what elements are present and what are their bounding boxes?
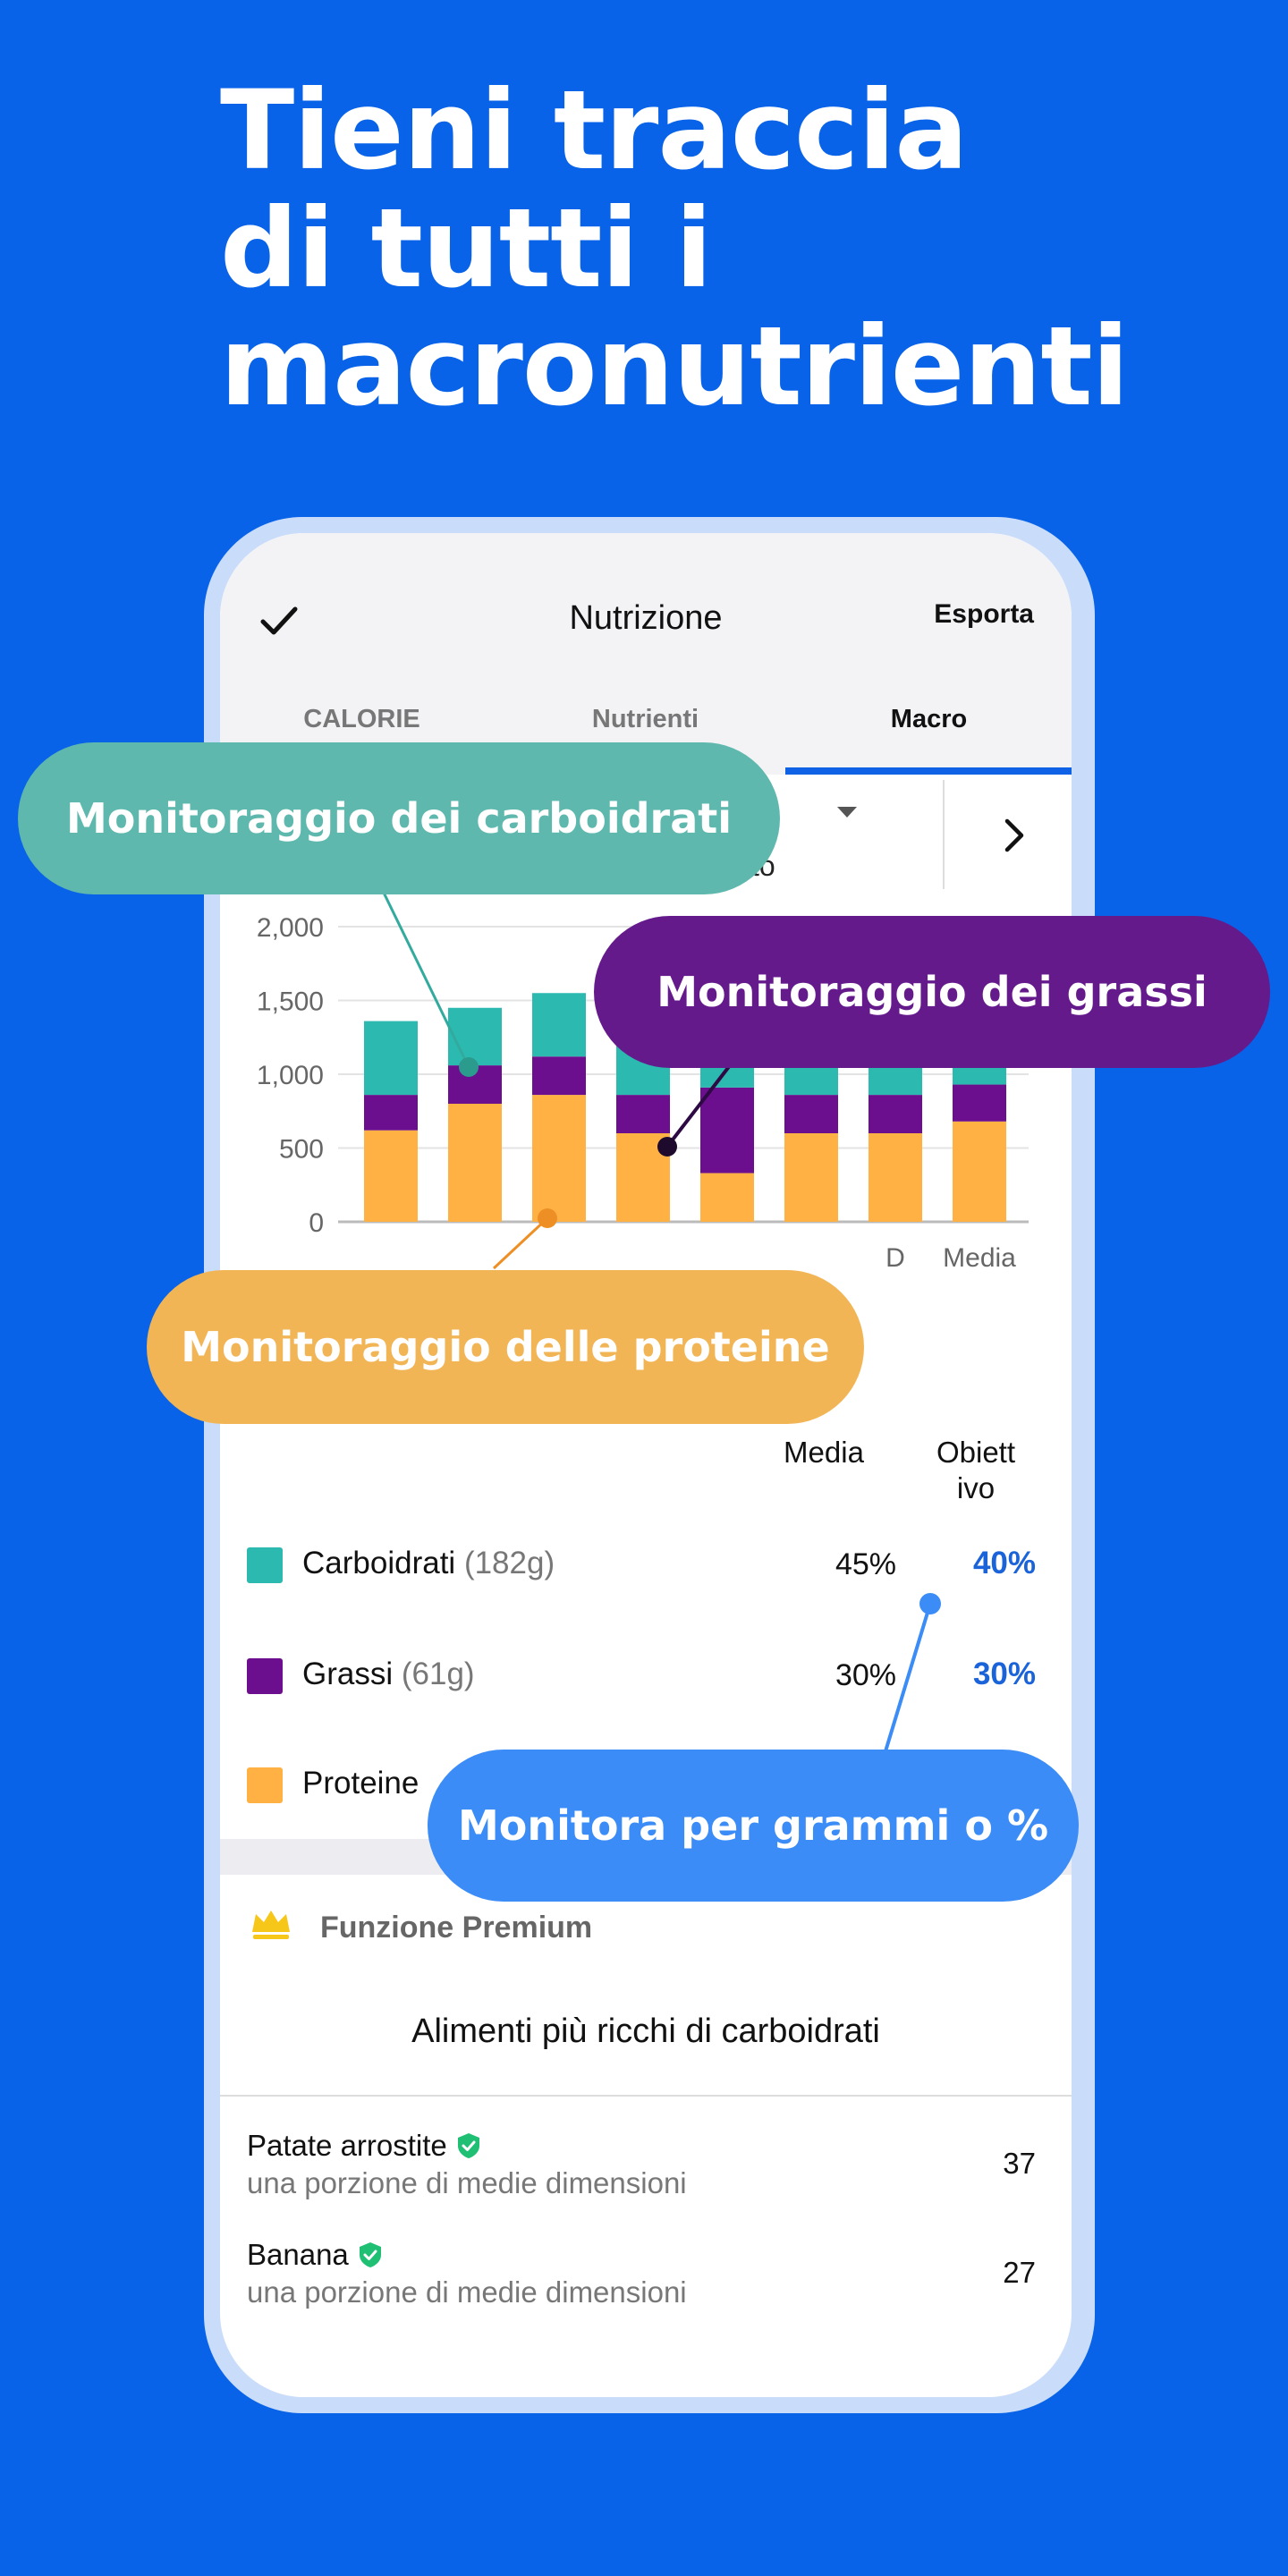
bar-segment-grassi	[448, 1065, 502, 1104]
bar-segment-grassi	[616, 1095, 670, 1133]
foods-section-title: Alimenti più ricchi di carboidrati	[411, 2012, 880, 2050]
premium-feature-label: Funzione Premium	[320, 1911, 593, 1945]
macro-name: Grassi	[302, 1657, 394, 1691]
macro-name: Carboidrati	[302, 1546, 456, 1580]
y-tick-label: 2,000	[257, 913, 324, 943]
callout-fats: Monitoraggio dei grassi	[594, 916, 1270, 1068]
carbs-average: 45%	[835, 1547, 896, 1581]
callout-carbs: Monitoraggio dei carboidrati	[18, 742, 780, 894]
tab-calorie[interactable]: CALORIE	[303, 705, 420, 733]
dropdown-caret-icon[interactable]	[837, 807, 857, 818]
y-tick-label: 0	[309, 1208, 324, 1238]
nav-divider	[943, 780, 945, 889]
macro-name: Proteine	[302, 1766, 419, 1801]
y-tick-label: 1,500	[257, 987, 324, 1017]
active-tab-indicator	[785, 767, 1072, 775]
bar-segment-proteine	[448, 1104, 502, 1222]
fats-swatch	[247, 1658, 283, 1694]
app-header: Nutrizione Esporta CALORIE Nutrienti Mac…	[220, 533, 1072, 775]
check-icon[interactable]	[256, 597, 302, 644]
export-button[interactable]: Esporta	[934, 599, 1034, 629]
food-item-name[interactable]: Banana	[247, 2238, 383, 2272]
fats-goal[interactable]: 30%	[972, 1657, 1036, 1691]
food-item-portion: una porzione di medie dimensioni	[247, 2275, 687, 2309]
crown-icon	[252, 1911, 290, 1939]
bar-segment-proteine	[532, 1095, 586, 1222]
callout-grams: Monitora per grammi o %	[428, 1750, 1079, 1902]
headline-line-1: Tieni traccia	[220, 67, 969, 194]
x-tick-label: D	[886, 1243, 905, 1273]
tab-nutrienti[interactable]: Nutrienti	[591, 705, 699, 733]
column-header-goal-line-2: ivo	[956, 1471, 996, 1504]
bar-segment-proteine	[869, 1133, 922, 1222]
macro-grams: (61g)	[401, 1657, 475, 1691]
column-header-average: Media	[784, 1436, 864, 1469]
x-tick-label: Media	[943, 1243, 1016, 1273]
screen-title: Nutrizione	[569, 599, 723, 637]
bar-segment-carboidrati	[364, 1021, 418, 1096]
chevron-right-icon[interactable]	[996, 816, 1032, 855]
macro-row-fats[interactable]: Grassi (61g)	[302, 1657, 475, 1692]
verified-icon	[457, 2133, 479, 2158]
y-tick-label: 500	[279, 1135, 324, 1165]
verified-icon	[359, 2242, 381, 2267]
proteins-swatch	[247, 1767, 283, 1803]
macro-row-proteins[interactable]: Proteine	[302, 1766, 419, 1801]
food-item-value: 37	[1003, 2147, 1036, 2180]
headline-line-2: di tutti i	[220, 185, 713, 312]
tab-macro[interactable]: Macro	[890, 705, 968, 733]
carbs-swatch	[247, 1547, 283, 1583]
bar-segment-grassi	[784, 1095, 838, 1133]
bar-segment-grassi	[953, 1084, 1006, 1122]
fats-average: 30%	[835, 1658, 896, 1692]
macro-row-carbs[interactable]: Carboidrati (182g)	[302, 1546, 555, 1581]
headline: Tieni traccia di tutti i macronutrienti	[220, 72, 1204, 426]
column-header-goal: Obiett ivo	[909, 1435, 1043, 1506]
carbs-goal[interactable]: 40%	[972, 1546, 1036, 1580]
bar-segment-grassi	[364, 1095, 418, 1131]
bar-segment-proteine	[700, 1173, 754, 1222]
macro-grams: (182g)	[463, 1546, 555, 1580]
callout-proteins: Monitoraggio delle proteine	[147, 1270, 864, 1424]
column-header-goal-line-1: Obiett	[936, 1436, 1016, 1469]
food-name-text: Patate arrostite	[247, 2129, 447, 2162]
bar-segment-carboidrati	[448, 1007, 502, 1066]
food-name-text: Banana	[247, 2238, 349, 2271]
food-item-value: 27	[1003, 2256, 1036, 2289]
bar-segment-grassi	[700, 1087, 754, 1174]
x-tick-label: 10	[880, 1281, 910, 1284]
bar-segment-carboidrati	[532, 993, 586, 1057]
bar-segment-proteine	[616, 1133, 670, 1222]
food-item-name[interactable]: Patate arrostite	[247, 2129, 481, 2163]
food-item-portion: una porzione di medie dimensioni	[247, 2166, 687, 2199]
bar-segment-proteine	[953, 1121, 1006, 1222]
headline-line-3: macronutrienti	[220, 303, 1130, 430]
bar-segment-proteine	[784, 1133, 838, 1222]
foods-divider	[220, 2095, 1072, 2097]
y-tick-label: 1,000	[257, 1061, 324, 1090]
bar-segment-grassi	[869, 1095, 922, 1133]
bar-segment-grassi	[532, 1056, 586, 1096]
bar-segment-proteine	[364, 1130, 418, 1222]
